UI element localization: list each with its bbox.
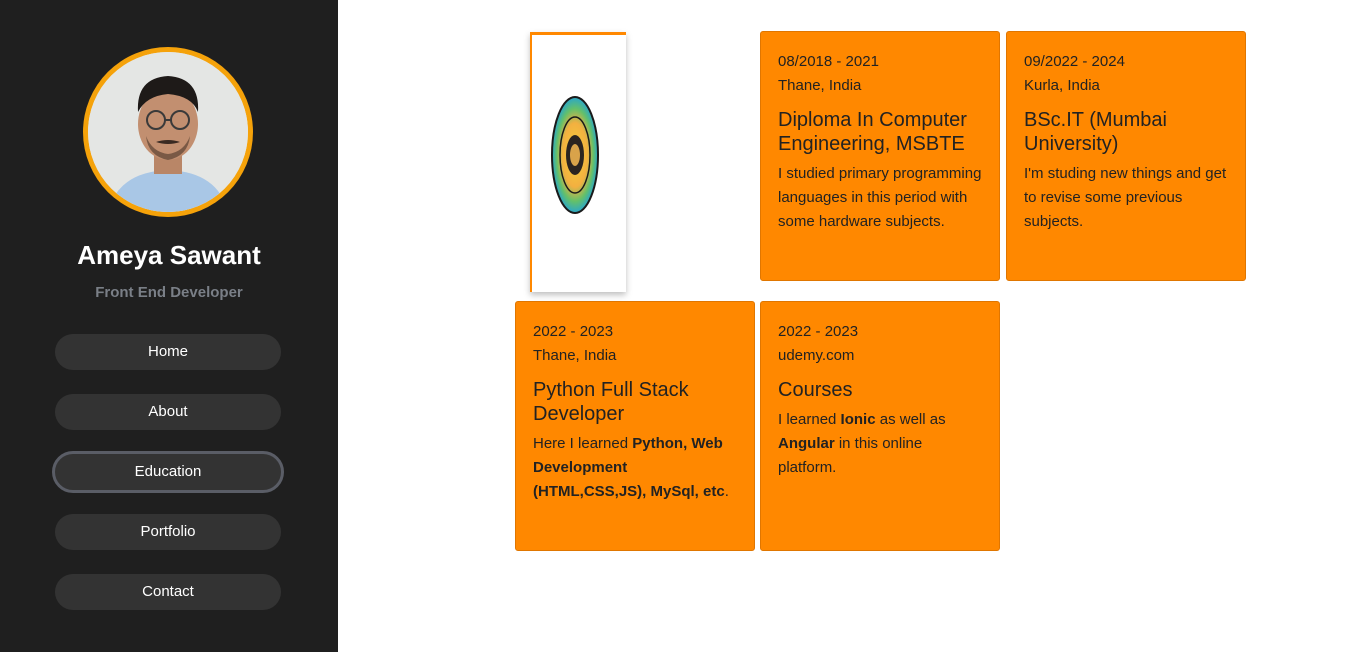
education-title: Diploma In Computer Engineering, MSBTE — [778, 109, 967, 155]
description-text: I studied primary programming languages … — [778, 165, 982, 230]
description-text: I'm studing new things and get to revise… — [1024, 165, 1227, 230]
nav-about-button[interactable]: About — [55, 394, 281, 430]
avatar-portrait-icon — [88, 52, 248, 212]
description-bold-text: Python, Web Development (HTML,CSS,JS), M… — [533, 435, 725, 500]
nav-contact-button[interactable]: Contact — [55, 574, 281, 610]
university-logo-card — [530, 32, 626, 292]
education-card: 2022 - 2023 udemy.com Courses I learned … — [760, 301, 1000, 551]
nav-home-button[interactable]: Home — [55, 334, 281, 370]
description-text: . — [724, 483, 729, 500]
education-date: 2022 - 2023 — [778, 323, 859, 340]
education-date: 2022 - 2023 — [533, 323, 614, 340]
nav-portfolio-button[interactable]: Portfolio — [55, 514, 281, 550]
nav-education-button[interactable]: Education — [52, 451, 284, 493]
education-description: I learned Ionic as well as Angular in th… — [778, 408, 983, 480]
education-place: Thane, India — [778, 77, 862, 94]
education-description: I'm studing new things and get to revise… — [1024, 162, 1229, 234]
description-bold-text: Ionic — [840, 411, 876, 428]
education-card: 09/2022 - 2024 Kurla, India BSc.IT (Mumb… — [1006, 31, 1246, 281]
education-description: Here I learned Python, Web Development (… — [533, 432, 738, 504]
profile-role: Front End Developer — [95, 284, 243, 301]
university-seal-icon — [551, 96, 599, 214]
education-date: 08/2018 - 2021 — [778, 53, 879, 70]
education-title: Python Full Stack Developer — [533, 379, 689, 425]
avatar — [88, 52, 248, 212]
sidebar: Ameya Sawant Front End Developer Home Ab… — [0, 0, 338, 652]
education-place: udemy.com — [778, 347, 855, 364]
education-card: 2022 - 2023 Thane, India Python Full Sta… — [515, 301, 755, 551]
description-text: I learned — [778, 411, 841, 428]
education-card: 08/2018 - 2021 Thane, India Diploma In C… — [760, 31, 1000, 281]
education-title: Courses — [778, 379, 853, 401]
profile-name: Ameya Sawant — [77, 240, 261, 270]
description-bold-text: Angular — [778, 435, 835, 452]
description-text: in this online platform. — [778, 435, 923, 476]
avatar-ring — [83, 47, 253, 217]
education-place: Thane, India — [533, 347, 617, 364]
education-place: Kurla, India — [1024, 77, 1100, 94]
education-title: BSc.IT (Mumbai University) — [1024, 109, 1167, 155]
education-description: I studied primary programming languages … — [778, 162, 983, 234]
description-text: Here I learned — [533, 435, 633, 452]
description-text: as well as — [875, 411, 946, 428]
education-date: 09/2022 - 2024 — [1024, 53, 1125, 70]
